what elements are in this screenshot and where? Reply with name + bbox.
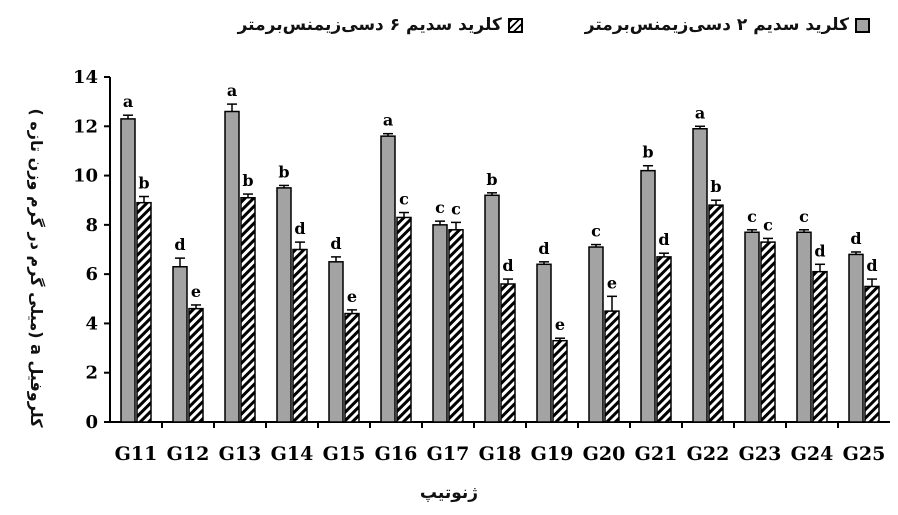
significance-letter: b [642, 143, 653, 162]
significance-letter: d [538, 239, 549, 258]
bar-2ds-G21 [640, 169, 656, 423]
significance-letter: c [591, 222, 601, 241]
significance-letter: d [866, 256, 877, 275]
significance-letter: e [347, 287, 357, 306]
bar-2ds-G18 [484, 194, 500, 423]
bar-2ds-G12 [172, 266, 188, 423]
significance-letter: c [451, 199, 461, 218]
significance-letter: d [814, 241, 825, 260]
bar-6ds-G22 [708, 204, 724, 423]
significance-letter: e [555, 315, 565, 334]
x-tick-label: G14 [271, 443, 314, 465]
bar-2ds-G22 [692, 128, 708, 423]
bar-2ds-G19 [536, 263, 552, 423]
y-tick-label: 10 [73, 166, 98, 187]
x-tick-label: G16 [375, 443, 418, 465]
significance-letter: c [747, 207, 757, 226]
significance-letter: b [242, 171, 253, 190]
y-tick-label: 2 [85, 363, 98, 384]
y-tick-label: 4 [85, 313, 98, 334]
significance-letter: d [330, 234, 341, 253]
bar-6ds-G23 [760, 241, 776, 423]
x-tick-label: G22 [687, 443, 730, 465]
x-tick-label: G11 [115, 443, 158, 465]
significance-letter: b [710, 177, 721, 196]
x-tick-label: G17 [427, 443, 470, 465]
significance-letter: d [658, 230, 669, 249]
significance-letter: a [695, 103, 705, 122]
bar-6ds-G24 [812, 270, 828, 423]
bar-2ds-G17 [432, 224, 448, 423]
significance-letter: b [278, 162, 289, 181]
legend-label-6ds: کلرید سدیم ۶ دسی‌زیمنس‌برمتر [237, 15, 502, 35]
significance-letter: e [607, 273, 617, 292]
bar-2ds-G20 [588, 246, 604, 423]
x-tick-label: G20 [583, 443, 626, 465]
y-tick-label: 14 [73, 67, 98, 88]
significance-letter: d [502, 256, 513, 275]
y-tick-label: 12 [73, 116, 98, 137]
legend-label-2ds: کلرید سدیم ۲ دسی‌زیمنس‌برمتر [584, 15, 849, 35]
legend-item-6ds: کلرید سدیم ۶ دسی‌زیمنس‌برمتر [238, 10, 523, 40]
bar-6ds-G25 [864, 285, 880, 423]
bar-2ds-G24 [796, 231, 812, 423]
bar-6ds-G17 [448, 229, 464, 423]
legend-swatch-hatched [507, 17, 523, 33]
bar-6ds-G11 [136, 201, 152, 423]
bar-2ds-G15 [328, 261, 344, 423]
bar-6ds-G20 [604, 310, 620, 423]
bar-2ds-G23 [744, 231, 760, 423]
bar-6ds-G13 [240, 197, 256, 423]
x-tick-label: G21 [635, 443, 678, 465]
x-tick-label: G12 [167, 443, 210, 465]
y-tick-label: 6 [85, 264, 98, 285]
significance-letter: c [435, 198, 445, 217]
x-tick-label: G24 [791, 443, 834, 465]
bar-2ds-G13 [224, 110, 240, 423]
significance-letter: d [174, 235, 185, 254]
significance-letter: b [138, 174, 149, 193]
legend-item-2ds: کلرید سدیم ۲ دسی‌زیمنس‌برمتر [585, 10, 870, 40]
bar-2ds-G16 [380, 135, 396, 423]
y-tick-label: 0 [85, 412, 98, 433]
bar-6ds-G14 [292, 248, 308, 423]
bar-6ds-G21 [656, 256, 672, 423]
legend: کلرید سدیم ۲ دسی‌زیمنس‌برمتر کلرید سدیم … [110, 10, 870, 40]
bar-6ds-G16 [396, 216, 412, 423]
x-tick-label: G23 [739, 443, 782, 465]
significance-letter: c [763, 215, 773, 234]
significance-letter: b [486, 170, 497, 189]
y-tick-label: 8 [85, 215, 98, 236]
bar-6ds-G18 [500, 283, 516, 423]
x-tick-label: G25 [843, 443, 886, 465]
significance-letter: d [294, 219, 305, 238]
bar-6ds-G19 [552, 339, 568, 423]
x-axis-title: ژنوتیپ [419, 483, 479, 503]
x-tick-label: G13 [219, 443, 262, 465]
x-tick-label: G18 [479, 443, 522, 465]
bar-6ds-G15 [344, 312, 360, 423]
bar-2ds-G14 [276, 187, 292, 423]
significance-letter: a [123, 92, 133, 111]
bar-2ds-G25 [848, 253, 864, 423]
bar-6ds-G12 [188, 307, 204, 423]
significance-letter: d [850, 229, 861, 248]
significance-letter: a [227, 81, 237, 100]
significance-letter: e [191, 282, 201, 301]
significance-letter: c [799, 207, 809, 226]
legend-swatch-gray [855, 17, 870, 33]
bar-2ds-G11 [120, 118, 136, 423]
x-tick-label: G19 [531, 443, 574, 465]
x-tick-label: G15 [323, 443, 366, 465]
significance-letter: a [383, 111, 393, 130]
significance-letter: c [399, 190, 409, 209]
